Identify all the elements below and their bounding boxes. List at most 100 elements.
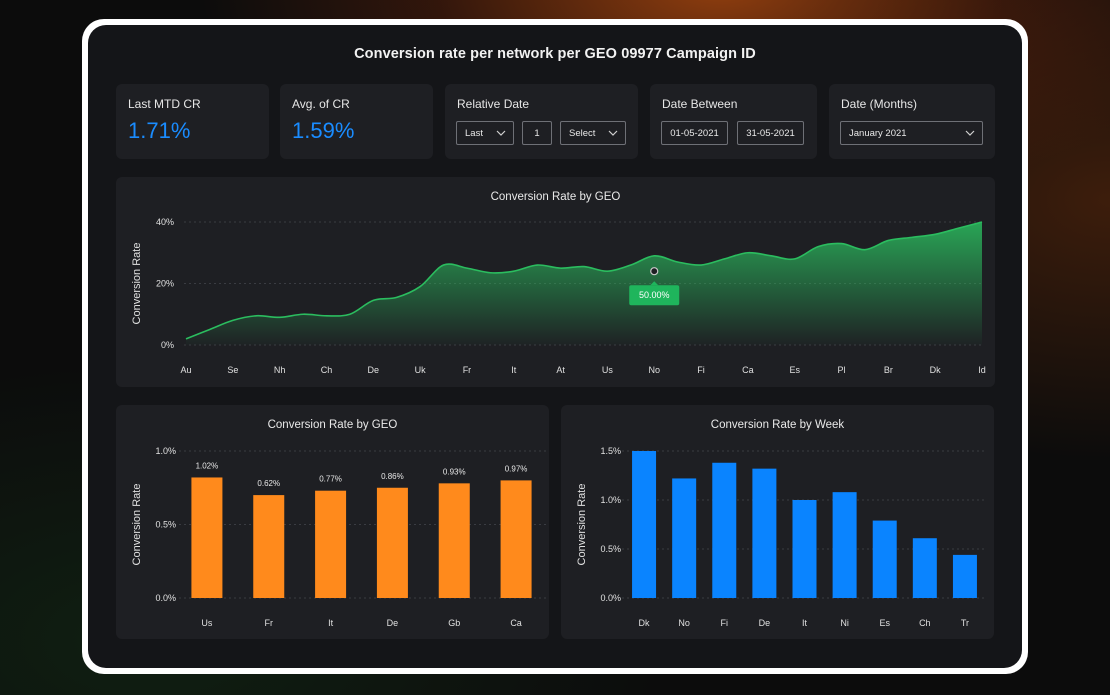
- bar: [632, 451, 657, 598]
- period-select[interactable]: Last: [456, 121, 514, 145]
- tooltip-pointer: [650, 281, 659, 286]
- y-tick-label: 0.0%: [155, 593, 176, 603]
- unit-select[interactable]: Select: [560, 121, 626, 145]
- x-tick-label: Br: [884, 365, 893, 375]
- x-tick-label: Es: [789, 365, 800, 375]
- x-tick-label: Us: [201, 618, 212, 628]
- x-tick-label: De: [759, 618, 771, 628]
- kpi-card-last-mtd: Last MTD CR 1.71%: [116, 84, 269, 159]
- y-tick-label: 0.0%: [600, 593, 621, 603]
- x-tick-label: It: [511, 365, 517, 375]
- chart-title: Conversion Rate by Week: [710, 419, 845, 431]
- bar: [712, 462, 737, 598]
- unit-value: Select: [569, 127, 596, 139]
- bar: [872, 520, 897, 598]
- x-tick-label: Ni: [840, 618, 849, 628]
- x-tick-label: Nh: [274, 365, 286, 375]
- chevron-down-icon: [608, 130, 618, 136]
- x-tick-label: It: [328, 618, 334, 628]
- x-tick-label: Fr: [463, 365, 472, 375]
- x-tick-label: Ch: [321, 365, 333, 375]
- end-date-input[interactable]: 31-05-2021: [737, 121, 804, 145]
- bar: [912, 538, 937, 598]
- x-tick-label: Fr: [265, 618, 274, 628]
- highlight-point: [650, 267, 659, 276]
- data-label: 0.62%: [257, 479, 280, 488]
- bar: [500, 480, 532, 598]
- kpi-label: Last MTD CR: [128, 97, 201, 111]
- filter-date-months: Date (Months) January 2021: [829, 84, 995, 159]
- week-bar-chart: 0.0% 0.5% 1.0% 1.5% Conversion Rate Dk No Fi De I…: [576, 446, 985, 628]
- month-select[interactable]: January 2021: [840, 121, 983, 145]
- bar: [438, 483, 470, 598]
- start-date-value: 01-05-2021: [670, 127, 719, 139]
- area-fill: [186, 222, 982, 345]
- dashboard-title: Conversion rate per network per GEO 0997…: [354, 46, 756, 62]
- chart-title: Conversion Rate by GEO: [490, 191, 621, 203]
- end-date-value: 31-05-2021: [746, 127, 795, 139]
- y-axis-label: Conversion Rate: [576, 484, 588, 566]
- period-value: Last: [465, 127, 483, 139]
- chevron-down-icon: [965, 130, 975, 136]
- x-tick-label: Uk: [415, 365, 426, 375]
- bar: [376, 487, 408, 598]
- kpi-label: Avg. of CR: [292, 97, 350, 111]
- x-tick-label: Dk: [639, 618, 650, 628]
- kpi-card-avg-cr: Avg. of CR 1.59%: [280, 84, 433, 159]
- filter-label: Relative Date: [457, 97, 530, 111]
- count-input[interactable]: 1: [522, 121, 552, 145]
- x-tick-label: No: [678, 618, 690, 628]
- x-tick-label: De: [368, 365, 380, 375]
- x-tick-label: Se: [227, 365, 238, 375]
- x-tick-label: Ch: [919, 618, 931, 628]
- filter-label: Date (Months): [841, 97, 918, 111]
- x-tick-label: No: [648, 365, 660, 375]
- x-tick-label: Gb: [448, 618, 460, 628]
- geo-area-chart-card: Conversion Rate by GEO 0% 20% 40% Conversio…: [116, 177, 995, 387]
- y-tick-label: 20%: [156, 279, 174, 289]
- filter-date-between: Date Between 01-05-2021 31-05-2021: [650, 84, 817, 159]
- chart-title: Conversion Rate by GEO: [267, 419, 398, 431]
- data-label: 0.93%: [443, 467, 466, 476]
- bar: [832, 492, 857, 598]
- bar: [315, 490, 347, 598]
- x-tick-label: Dk: [930, 365, 941, 375]
- count-value: 1: [534, 127, 540, 139]
- month-value: January 2021: [849, 127, 907, 139]
- x-tick-label: Tr: [961, 618, 969, 628]
- chevron-down-icon: [496, 130, 506, 136]
- y-tick-label: 0.5%: [155, 520, 176, 530]
- bar: [253, 495, 285, 598]
- filter-relative-date: Relative Date Last 1 Select: [445, 84, 638, 159]
- data-label: 0.86%: [381, 472, 404, 481]
- geo-bar-chart: 0.0% 0.5% 1.0% Conversion Rate 1.02% Us 0.62% F…: [131, 446, 547, 628]
- geo-bar-chart-card: Conversion Rate by GEO 0.0% 0.5% 1.0% Conve…: [116, 405, 549, 639]
- bar: [752, 468, 777, 598]
- x-tick-label: De: [387, 618, 399, 628]
- x-tick-label: Fi: [697, 365, 705, 375]
- y-tick-label: 1.0%: [600, 495, 621, 505]
- x-tick-label: Ca: [742, 365, 754, 375]
- bar: [792, 500, 817, 598]
- bar: [952, 554, 977, 598]
- data-label: 0.97%: [505, 464, 528, 473]
- kpi-value: 1.71%: [128, 118, 191, 143]
- x-tick-label: Us: [602, 365, 613, 375]
- x-tick-label: Pl: [838, 365, 846, 375]
- x-tick-label: Fi: [721, 618, 729, 628]
- geo-area-chart: 0% 20% 40% Conversion Rate Au Se Nh Ch De Uk Fr It A…: [131, 217, 986, 375]
- x-tick-label: It: [802, 618, 808, 628]
- x-tick-label: Es: [879, 618, 890, 628]
- area-line: [185, 221, 983, 340]
- x-tick-label: Ca: [510, 618, 522, 628]
- y-tick-label: 1.5%: [600, 446, 621, 456]
- kpi-value: 1.59%: [292, 118, 355, 143]
- tooltip-box: [629, 285, 680, 306]
- y-tick-label: 40%: [156, 217, 174, 227]
- data-label: 0.77%: [319, 475, 342, 484]
- x-tick-label: Id: [978, 365, 986, 375]
- start-date-input[interactable]: 01-05-2021: [661, 121, 728, 145]
- filter-label: Date Between: [662, 97, 738, 111]
- tooltip-label: 50.00%: [639, 290, 670, 300]
- y-tick-label: 0.5%: [600, 544, 621, 554]
